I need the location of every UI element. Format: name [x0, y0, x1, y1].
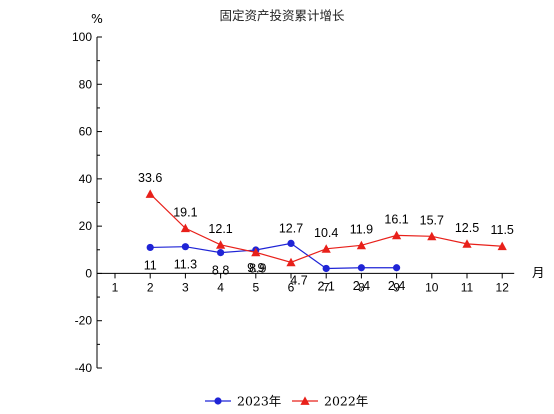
x-tick-label: 2 — [147, 280, 154, 294]
series-layer — [145, 189, 507, 273]
data-label: 12.7 — [279, 221, 303, 235]
data-point — [251, 247, 261, 257]
data-label: 4.7 — [290, 273, 307, 287]
data-label: 9.9 — [247, 261, 264, 275]
x-tick-label: 1 — [112, 280, 119, 294]
series-1 — [145, 189, 507, 267]
data-point — [392, 230, 402, 240]
x-tick-label: 7 — [323, 280, 330, 294]
data-label: 12.1 — [208, 222, 232, 236]
x-tick-label: 9 — [393, 280, 400, 294]
data-label: 11.5 — [490, 223, 513, 237]
x-tick-label: 5 — [252, 280, 259, 294]
y-tick-label: 20 — [79, 219, 93, 233]
data-label: 19.1 — [173, 205, 197, 219]
data-label: 11.9 — [350, 222, 373, 236]
data-point — [146, 243, 154, 252]
x-tick-label: 4 — [217, 280, 224, 294]
legend-marker — [214, 397, 222, 405]
x-tick-label: 12 — [496, 280, 510, 294]
data-point — [322, 264, 330, 273]
data-point — [462, 239, 472, 248]
legend-item: 2023年 — [205, 394, 281, 409]
data-point — [393, 264, 401, 272]
legend-item: 2022年 — [292, 394, 368, 409]
data-point — [180, 223, 190, 233]
y-tick-label: 40 — [79, 172, 93, 186]
data-label: 11.3 — [174, 258, 197, 272]
data-label: 8.8 — [212, 264, 229, 278]
legend-marker — [300, 396, 310, 405]
chart-title: 固定资产投资累计增长 — [219, 8, 345, 23]
series-line — [150, 242, 397, 270]
y-tick-label: 80 — [79, 77, 93, 91]
data-point — [145, 189, 155, 198]
x-axis-unit: 月 — [532, 265, 545, 280]
x-tick-label: 8 — [358, 280, 365, 294]
data-label: 2.4 — [353, 279, 370, 293]
y-axis-unit: % — [91, 11, 103, 26]
data-point — [287, 239, 295, 248]
data-point — [497, 241, 507, 251]
data-label: 12.5 — [455, 221, 479, 235]
x-tick-label: 11 — [461, 280, 474, 294]
data-point — [286, 257, 296, 267]
data-labels: 11 11.3 8.8 9.9 12.7 2.1 2.4 2.4 33.6 19.1 12.1 8.9… — [138, 171, 514, 293]
y-tick-label: -20 — [75, 314, 93, 328]
data-point — [216, 240, 226, 249]
data-label: 10.4 — [314, 226, 338, 240]
data-label: 15.7 — [420, 213, 444, 227]
data-point — [217, 249, 225, 257]
data-label: 2.1 — [318, 279, 335, 293]
data-point — [321, 244, 331, 253]
y-tick-label: 100 — [72, 30, 92, 44]
data-label: 2.4 — [388, 279, 405, 293]
y-tick-label: 60 — [79, 125, 93, 139]
data-label: 33.6 — [138, 171, 162, 185]
data-point — [357, 264, 365, 272]
legend: 2023年 2022年 — [205, 394, 368, 409]
y-tick-label: -40 — [75, 361, 93, 375]
y-tick-label: 0 — [85, 266, 92, 280]
data-point — [427, 231, 437, 241]
data-point — [181, 243, 189, 251]
legend-label: 2022年 — [324, 394, 368, 409]
x-tick-label: 10 — [425, 280, 439, 294]
data-label: 8.9 — [249, 261, 266, 275]
x-tick-label: 6 — [288, 280, 295, 294]
legend-label: 2023年 — [237, 394, 281, 409]
x-tick-label: 3 — [182, 280, 189, 294]
data-label: 16.1 — [384, 212, 408, 226]
data-label: 11 — [144, 258, 157, 272]
data-point — [356, 240, 366, 250]
